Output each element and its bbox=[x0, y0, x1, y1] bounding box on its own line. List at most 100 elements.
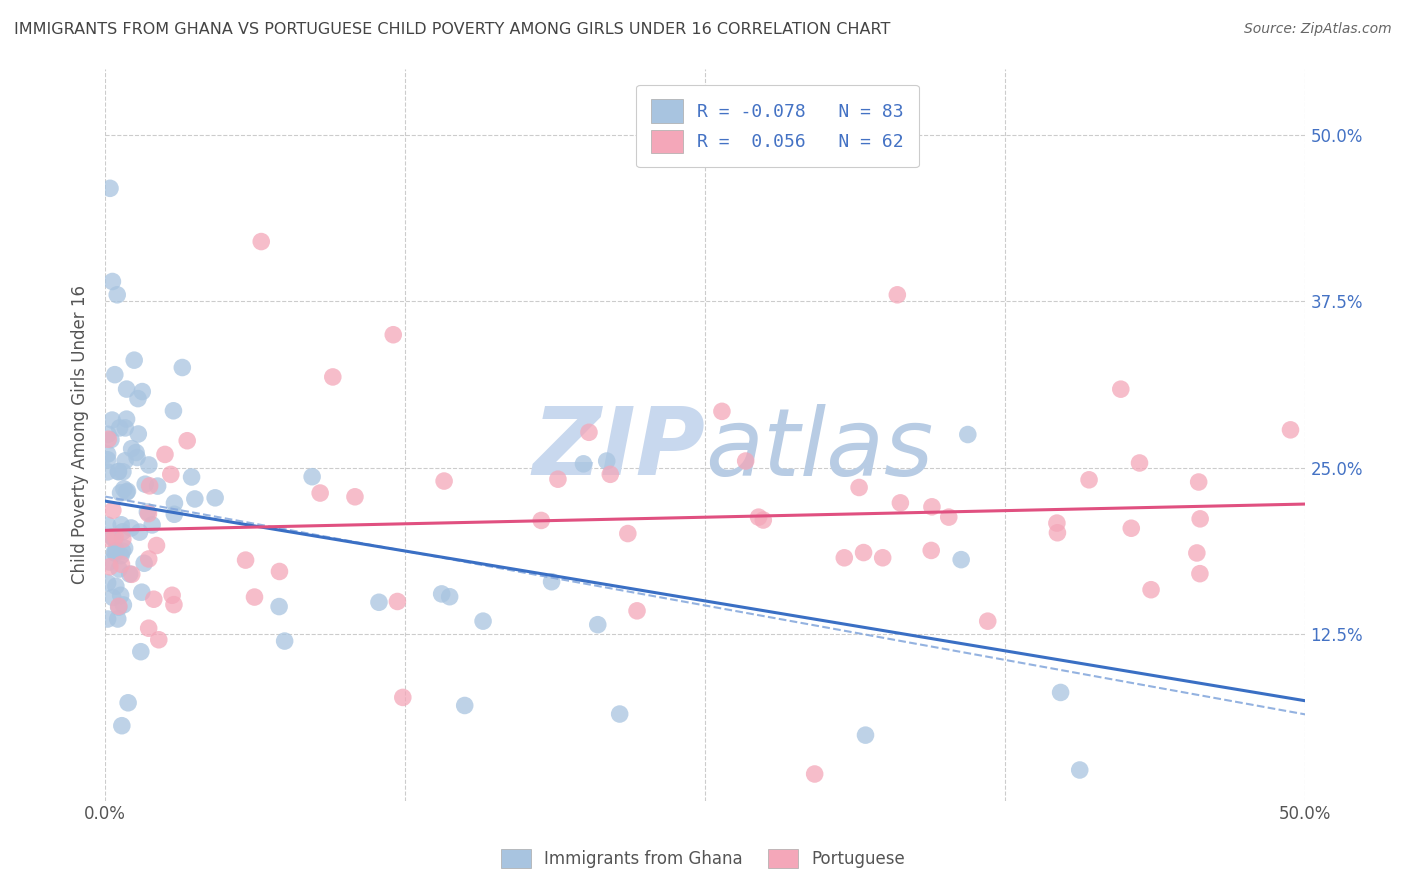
Point bbox=[97, 432, 120, 446]
Point bbox=[1046, 516, 1069, 530]
Point bbox=[98, 559, 121, 574]
Point bbox=[163, 508, 186, 522]
Point bbox=[111, 532, 134, 546]
Point bbox=[540, 574, 562, 589]
Point bbox=[1279, 423, 1302, 437]
Point bbox=[115, 412, 138, 426]
Point bbox=[121, 442, 143, 456]
Point bbox=[204, 491, 226, 505]
Point bbox=[752, 513, 775, 527]
Point bbox=[146, 479, 169, 493]
Point bbox=[127, 392, 149, 406]
Point bbox=[180, 470, 202, 484]
Point bbox=[626, 604, 648, 618]
Point bbox=[872, 550, 894, 565]
Point bbox=[609, 706, 631, 721]
Point bbox=[114, 454, 136, 468]
Text: ZIP: ZIP bbox=[533, 403, 706, 495]
Point bbox=[184, 491, 207, 506]
Point bbox=[1185, 546, 1208, 560]
Point bbox=[138, 479, 160, 493]
Point bbox=[1049, 685, 1071, 699]
Point bbox=[111, 719, 134, 733]
Point bbox=[599, 467, 621, 482]
Point bbox=[101, 413, 124, 427]
Text: IMMIGRANTS FROM GHANA VS PORTUGUESE CHILD POVERTY AMONG GIRLS UNDER 16 CORRELATI: IMMIGRANTS FROM GHANA VS PORTUGUESE CHIL… bbox=[14, 22, 890, 37]
Point bbox=[111, 524, 134, 539]
Point bbox=[159, 467, 181, 482]
Text: Source: ZipAtlas.com: Source: ZipAtlas.com bbox=[1244, 22, 1392, 37]
Legend: Immigrants from Ghana, Portuguese: Immigrants from Ghana, Portuguese bbox=[495, 842, 911, 875]
Point bbox=[98, 555, 121, 569]
Point bbox=[921, 500, 943, 514]
Point bbox=[956, 427, 979, 442]
Point bbox=[110, 588, 132, 602]
Point bbox=[141, 518, 163, 533]
Point bbox=[138, 507, 160, 521]
Point bbox=[301, 469, 323, 483]
Point bbox=[145, 539, 167, 553]
Point bbox=[1189, 512, 1212, 526]
Point bbox=[120, 521, 142, 535]
Point bbox=[138, 621, 160, 635]
Point bbox=[97, 447, 120, 461]
Point bbox=[250, 235, 273, 249]
Point bbox=[710, 404, 733, 418]
Point bbox=[112, 598, 135, 612]
Point bbox=[134, 556, 156, 570]
Point bbox=[115, 382, 138, 396]
Point bbox=[97, 531, 120, 545]
Point bbox=[117, 696, 139, 710]
Point bbox=[107, 612, 129, 626]
Point bbox=[121, 567, 143, 582]
Point bbox=[111, 544, 134, 558]
Point bbox=[153, 447, 176, 461]
Point bbox=[1121, 521, 1143, 535]
Point bbox=[136, 505, 159, 519]
Point bbox=[97, 612, 120, 626]
Point bbox=[131, 585, 153, 599]
Point bbox=[343, 490, 366, 504]
Point bbox=[572, 457, 595, 471]
Point bbox=[138, 458, 160, 472]
Point bbox=[368, 595, 391, 609]
Point bbox=[977, 614, 1000, 628]
Point bbox=[852, 545, 875, 559]
Point bbox=[105, 544, 128, 558]
Text: atlas: atlas bbox=[706, 404, 934, 495]
Point bbox=[387, 594, 409, 608]
Point bbox=[108, 421, 131, 435]
Point bbox=[125, 450, 148, 465]
Point bbox=[1188, 566, 1211, 581]
Point bbox=[163, 496, 186, 510]
Point bbox=[454, 698, 477, 713]
Point bbox=[117, 484, 139, 499]
Point bbox=[832, 550, 855, 565]
Point bbox=[125, 445, 148, 459]
Point bbox=[110, 549, 132, 563]
Point bbox=[107, 599, 129, 614]
Point bbox=[103, 533, 125, 547]
Point bbox=[382, 327, 405, 342]
Point bbox=[97, 427, 120, 442]
Point bbox=[596, 454, 619, 468]
Point bbox=[586, 617, 609, 632]
Point bbox=[128, 525, 150, 540]
Point bbox=[112, 482, 135, 496]
Point bbox=[269, 565, 291, 579]
Point bbox=[101, 503, 124, 517]
Point bbox=[163, 598, 186, 612]
Point bbox=[1078, 473, 1101, 487]
Point bbox=[129, 645, 152, 659]
Point bbox=[127, 427, 149, 442]
Point bbox=[114, 421, 136, 435]
Point bbox=[118, 566, 141, 581]
Point bbox=[142, 592, 165, 607]
Point bbox=[122, 353, 145, 368]
Point bbox=[97, 518, 120, 533]
Point bbox=[803, 767, 825, 781]
Legend: R = -0.078   N = 83, R =  0.056   N = 62: R = -0.078 N = 83, R = 0.056 N = 62 bbox=[636, 85, 918, 168]
Point bbox=[433, 474, 456, 488]
Point bbox=[1069, 763, 1091, 777]
Point bbox=[110, 517, 132, 532]
